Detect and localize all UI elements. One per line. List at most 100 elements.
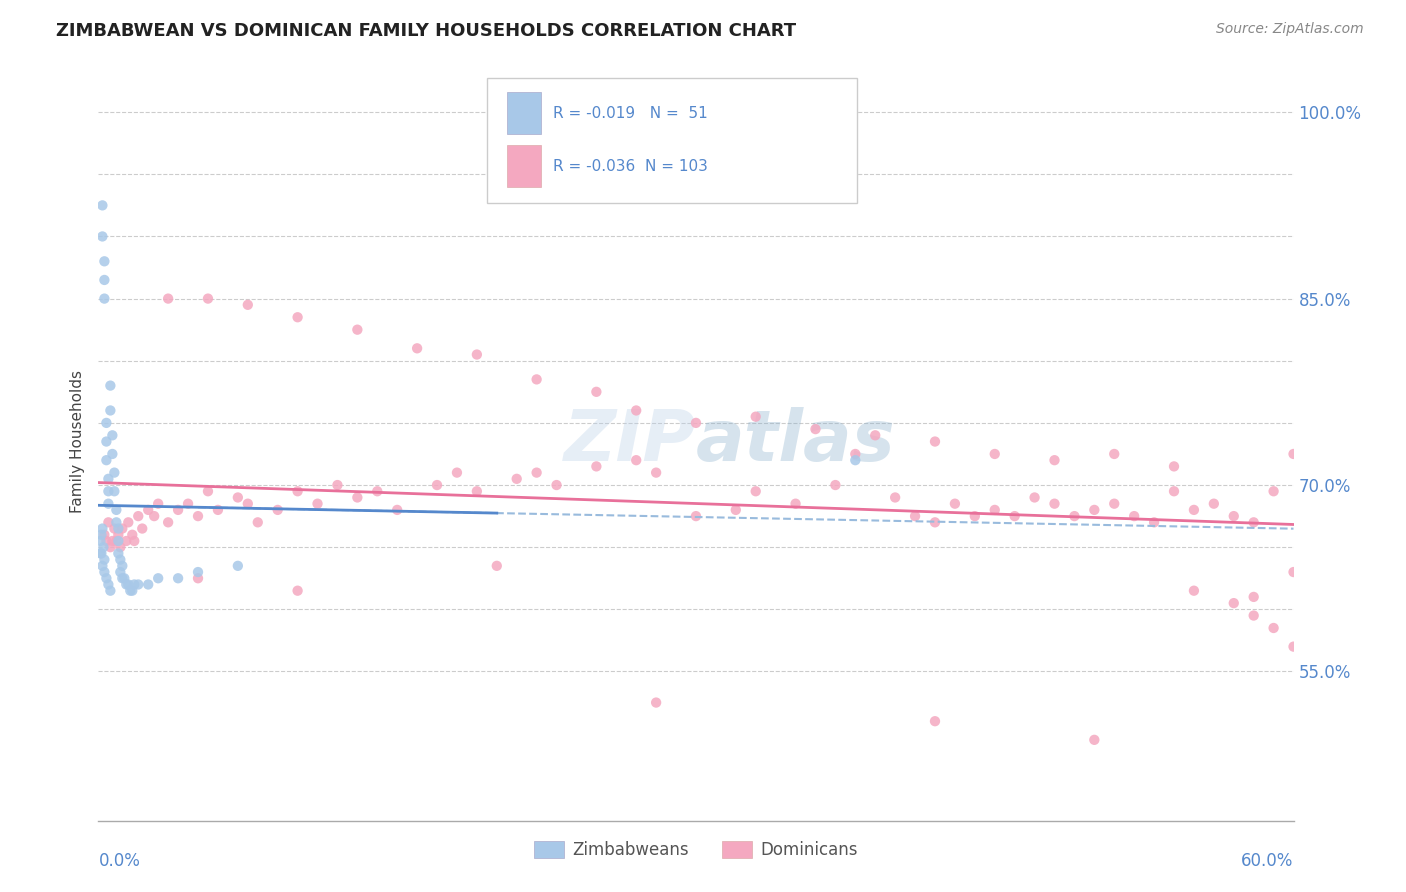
Point xyxy=(326,478,349,492)
Point xyxy=(246,516,269,530)
Text: R = -0.019   N =  51: R = -0.019 N = 51 xyxy=(553,106,707,120)
Text: ZIMBABWEAN VS DOMINICAN FAMILY HOUSEHOLDS CORRELATION CHART: ZIMBABWEAN VS DOMINICAN FAMILY HOUSEHOLD… xyxy=(56,22,796,40)
Point xyxy=(426,478,449,492)
Point xyxy=(97,472,120,486)
Point xyxy=(984,503,1007,517)
Point xyxy=(824,478,846,492)
Point xyxy=(197,484,219,499)
Point xyxy=(1104,447,1126,461)
Point xyxy=(1123,509,1146,524)
Point xyxy=(98,403,122,417)
Point xyxy=(91,198,114,212)
Point xyxy=(1063,509,1085,524)
Point xyxy=(446,466,468,480)
Point xyxy=(1263,484,1285,499)
Point xyxy=(1282,640,1305,654)
Point xyxy=(148,571,170,585)
Point xyxy=(91,522,114,536)
Point xyxy=(93,273,115,287)
Point xyxy=(187,571,209,585)
Point xyxy=(115,577,138,591)
Point xyxy=(143,509,166,524)
Point xyxy=(167,571,190,585)
Point xyxy=(91,558,114,573)
Point xyxy=(236,497,259,511)
Point xyxy=(97,497,120,511)
Point xyxy=(96,416,118,430)
Point xyxy=(485,558,508,573)
Point xyxy=(1163,459,1185,474)
Point xyxy=(346,491,368,505)
Point xyxy=(96,571,118,585)
Point xyxy=(90,546,112,560)
Point xyxy=(127,577,149,591)
Point xyxy=(120,583,142,598)
Point xyxy=(112,571,135,585)
Point xyxy=(1182,583,1205,598)
Point xyxy=(465,347,488,361)
Point xyxy=(93,540,115,554)
Text: R = -0.036  N = 103: R = -0.036 N = 103 xyxy=(553,159,707,174)
Point xyxy=(96,453,118,467)
Point xyxy=(89,533,111,548)
Point xyxy=(924,714,946,729)
Point xyxy=(1243,590,1265,604)
Point xyxy=(105,516,128,530)
Point xyxy=(526,466,548,480)
Point xyxy=(107,528,129,542)
Point xyxy=(167,503,190,517)
Point xyxy=(127,509,149,524)
Point xyxy=(506,472,529,486)
FancyBboxPatch shape xyxy=(508,145,541,187)
FancyBboxPatch shape xyxy=(508,93,541,134)
Point xyxy=(1243,608,1265,623)
Point xyxy=(366,484,388,499)
Point xyxy=(1143,516,1166,530)
Point xyxy=(93,254,115,268)
Point xyxy=(110,552,132,566)
Point xyxy=(287,310,309,325)
Point xyxy=(287,484,309,499)
Text: Source: ZipAtlas.com: Source: ZipAtlas.com xyxy=(1216,22,1364,37)
Point xyxy=(105,533,128,548)
Point xyxy=(97,577,120,591)
Point xyxy=(1223,596,1246,610)
Point xyxy=(724,503,747,517)
Point xyxy=(111,522,134,536)
Point xyxy=(745,409,768,424)
Point xyxy=(1083,732,1105,747)
Point xyxy=(226,558,249,573)
Point xyxy=(93,528,115,542)
Point xyxy=(110,540,132,554)
Point xyxy=(101,533,124,548)
Point xyxy=(103,484,125,499)
Y-axis label: Family Households: Family Households xyxy=(69,370,84,513)
Text: atlas: atlas xyxy=(696,407,896,476)
Point xyxy=(111,571,134,585)
Point xyxy=(844,453,866,467)
Point xyxy=(89,546,111,560)
Text: 60.0%: 60.0% xyxy=(1241,852,1294,870)
Text: ZIP: ZIP xyxy=(564,407,696,476)
Point xyxy=(924,434,946,449)
Point xyxy=(107,533,129,548)
Point xyxy=(465,484,488,499)
Point xyxy=(546,478,568,492)
Point xyxy=(103,466,125,480)
Point xyxy=(117,516,139,530)
FancyBboxPatch shape xyxy=(486,78,858,202)
Point xyxy=(1282,565,1305,579)
Point xyxy=(91,229,114,244)
Point xyxy=(1263,621,1285,635)
Point xyxy=(98,540,122,554)
Point xyxy=(136,577,159,591)
Point xyxy=(97,516,120,530)
Point xyxy=(626,453,648,467)
Point xyxy=(267,503,290,517)
Point xyxy=(1043,453,1066,467)
Point xyxy=(96,533,118,548)
Point xyxy=(984,447,1007,461)
Point xyxy=(101,428,124,442)
Point xyxy=(98,378,122,392)
Text: 0.0%: 0.0% xyxy=(98,852,141,870)
